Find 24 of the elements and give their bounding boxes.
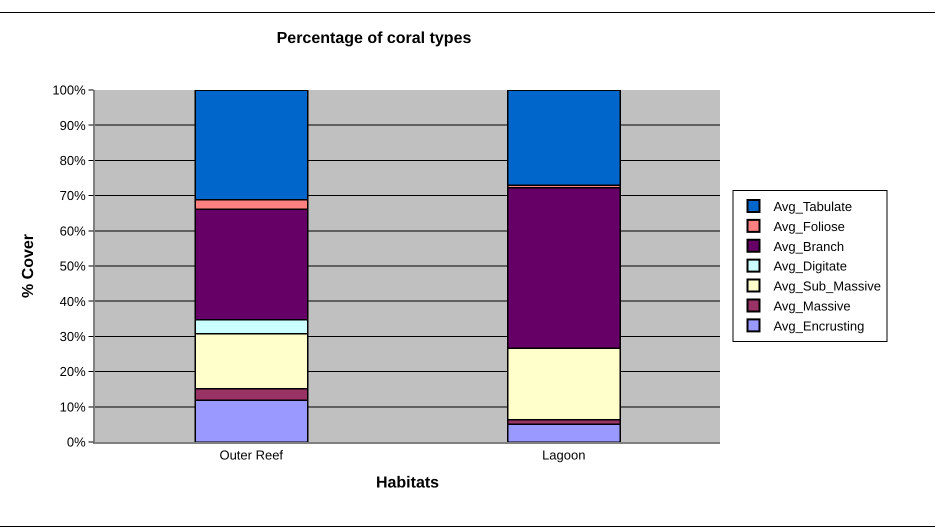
- y-tick-label: 40%: [60, 294, 86, 309]
- legend-label: Avg_Massive: [774, 298, 851, 314]
- y-tick-label: 20%: [60, 364, 86, 380]
- bar: [506, 424, 621, 442]
- x-axis-title: Habitats: [376, 474, 440, 492]
- y-tick-label: 90%: [60, 118, 86, 133]
- x-tick-label: Outer Reef: [219, 447, 284, 462]
- y-tick-label: 70%: [60, 188, 86, 204]
- legend-label: Avg_Encrusting: [774, 318, 864, 334]
- y-tick-label: 100%: [52, 82, 86, 98]
- y-tick-label: 50%: [60, 258, 86, 274]
- y-tick-label: 80%: [60, 152, 86, 168]
- y-tick-label: 0%: [66, 434, 86, 450]
- legend-label: Avg_Branch: [774, 238, 844, 254]
- chart-title: Percentage of coral types: [276, 30, 472, 47]
- y-tick-label: 10%: [60, 399, 86, 414]
- legend-label: Avg_Tabulate: [774, 199, 852, 214]
- legend-label: Avg_Sub_Massive: [774, 278, 881, 294]
- y-tick-label: 60%: [60, 223, 86, 238]
- y-axis-title: % Cover: [20, 234, 37, 298]
- legend-label: Avg_Foliose: [774, 218, 845, 234]
- y-tick-label: 30%: [60, 328, 86, 344]
- x-tick-label: Lagoon: [542, 447, 586, 462]
- legend-label: Avg_Digitate: [774, 258, 847, 274]
